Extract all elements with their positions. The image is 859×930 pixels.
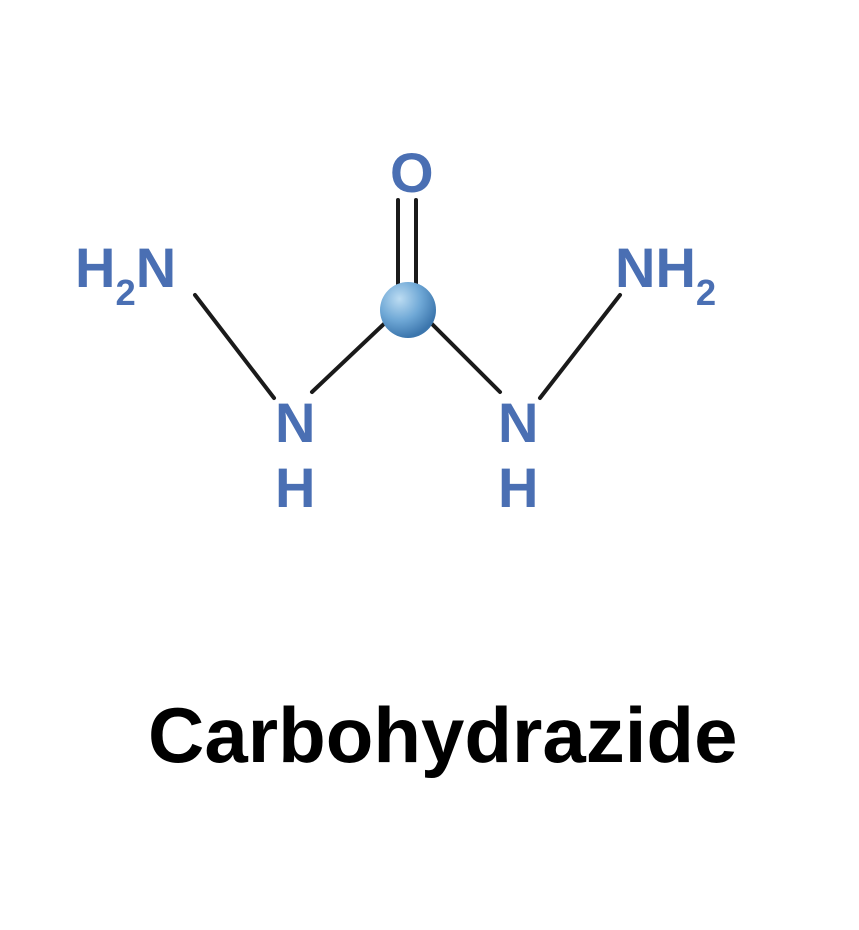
central-carbon-sphere bbox=[380, 282, 436, 338]
compound-title-text: Carbohydrazide bbox=[148, 691, 737, 779]
right-h-label: H bbox=[498, 455, 538, 520]
right-h-text: H bbox=[498, 456, 538, 519]
left-h-text: H bbox=[275, 456, 315, 519]
left-n-label: N bbox=[275, 390, 315, 455]
left-h-label: H bbox=[275, 455, 315, 520]
right-nh2-label: NH2 bbox=[615, 235, 716, 308]
right-n-label: N bbox=[498, 390, 538, 455]
oxygen-label: O bbox=[390, 140, 434, 205]
bond-c-nright bbox=[430, 322, 500, 392]
right-n-text: N bbox=[498, 391, 538, 454]
left-nh2-label: H2N bbox=[75, 235, 176, 308]
diagram-stage: O H2N NH2 N H N H Carbohydrazide bbox=[0, 0, 859, 930]
right-nh2-sub2: 2 bbox=[696, 272, 716, 313]
left-nh2-sub2: 2 bbox=[115, 272, 135, 313]
bond-c-nleft bbox=[312, 322, 386, 392]
left-nh2-n: N bbox=[136, 236, 176, 299]
right-nh2-nh: NH bbox=[615, 236, 696, 299]
bond-nleft-nh2 bbox=[195, 295, 274, 398]
oxygen-text: O bbox=[390, 141, 434, 204]
compound-title: Carbohydrazide bbox=[148, 690, 737, 781]
bond-nright-nh2 bbox=[540, 295, 620, 398]
left-nh2-h: H bbox=[75, 236, 115, 299]
left-n-text: N bbox=[275, 391, 315, 454]
